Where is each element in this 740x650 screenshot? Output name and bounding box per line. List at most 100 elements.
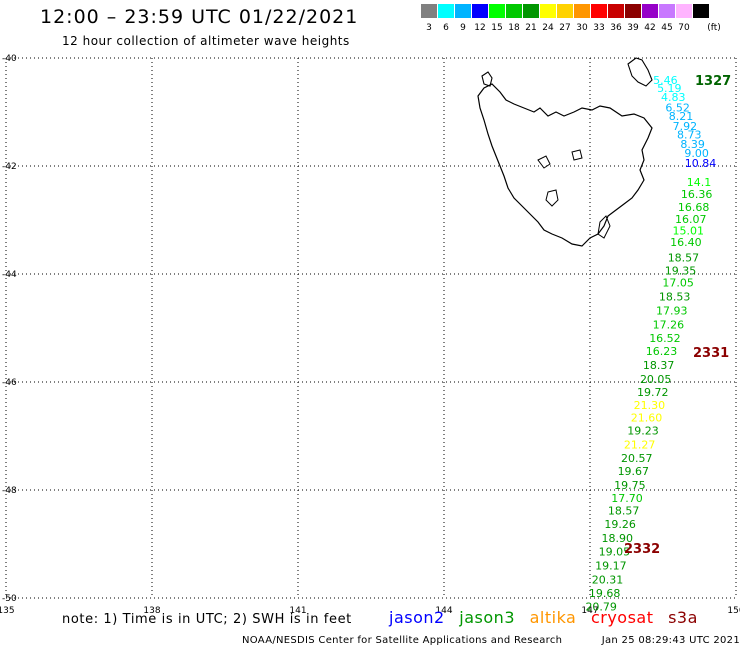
wave-height-value: 17.93: [656, 305, 688, 318]
lake-outline-2: [571, 149, 583, 161]
color-scale-label: 15: [491, 23, 503, 33]
color-swatch: [693, 4, 709, 18]
wave-height-value: 20.05: [640, 373, 672, 386]
color-swatch: [506, 4, 522, 18]
color-scale-label: 42: [644, 23, 656, 33]
wave-height-value: 19.35: [665, 265, 697, 278]
wave-height-value: 7.92: [673, 120, 698, 133]
legend-jason2: jason2: [389, 608, 445, 627]
wave-height-value: 19.72: [637, 386, 669, 399]
wave-height-value: 16.07: [675, 213, 707, 226]
color-scale-label: 21: [525, 23, 537, 33]
wave-height-value: 8.39: [680, 138, 705, 151]
track-label-1327: 1327: [695, 74, 731, 89]
longitude-label: 141: [289, 606, 306, 616]
color-swatch: [659, 4, 675, 18]
chart-subtitle: 12 hour collection of altimeter wave hei…: [62, 34, 350, 48]
wave-height-value: 20.31: [592, 573, 624, 586]
latitude-label: -42: [2, 162, 17, 172]
wave-height-value: 18.57: [608, 504, 640, 517]
color-scale-label: 24: [542, 23, 554, 33]
wave-height-value: 4.83: [661, 91, 686, 104]
color-swatch: [625, 4, 641, 18]
wave-height-value: 19.26: [604, 518, 636, 531]
wave-height-value: 19.17: [595, 559, 627, 572]
wave-height-value: 17.70: [611, 492, 643, 505]
wave-height-value: 8.73: [677, 128, 702, 141]
longitude-label: 147: [581, 606, 598, 616]
latitude-label: -46: [2, 378, 17, 388]
wave-height-value: 21.27: [624, 438, 656, 451]
note-text: note: 1) Time is in UTC; 2) SWH is in fe…: [62, 612, 352, 627]
satellite-legend: jason2 jason3 altika cryosat s3a: [389, 608, 707, 627]
color-swatch: [574, 4, 590, 18]
legend-jason3: jason3: [459, 608, 515, 627]
wave-height-value: 17.05: [662, 276, 694, 289]
footer-timestamp: Jan 25 08:29:43 UTC 2021: [601, 635, 740, 646]
legend-cryosat: cryosat: [590, 608, 654, 627]
lake-outline-3: [545, 189, 559, 207]
footer: NOAA/NESDIS Center for Satellite Applica…: [242, 635, 740, 646]
footer-credit: NOAA/NESDIS Center for Satellite Applica…: [242, 635, 563, 646]
legend-s3a: s3a: [668, 608, 698, 627]
wave-height-value: 10.84: [685, 157, 717, 170]
color-scale-label: 27: [559, 23, 571, 33]
wave-height-value: 21.60: [631, 411, 663, 424]
wave-height-value: 18.53: [659, 290, 691, 303]
wave-height-value: 19.75: [614, 479, 646, 492]
track-label-2332: 2332: [624, 542, 660, 557]
flinders-island: [627, 57, 653, 87]
wave-height-value: 16.52: [649, 332, 681, 345]
wave-height-value: 18.37: [643, 359, 675, 372]
color-swatch: [523, 4, 539, 18]
wave-height-value: 19.67: [618, 465, 650, 478]
color-swatch: [540, 4, 556, 18]
wave-height-value: 16.40: [670, 236, 702, 249]
color-swatch: [608, 4, 624, 18]
color-scale-label: 30: [576, 23, 588, 33]
wave-height-value: 9.00: [684, 147, 709, 160]
wave-height-value: 16.36: [681, 188, 713, 201]
wave-height-value: 18.57: [668, 252, 700, 265]
wave-height-value: 18.90: [602, 532, 634, 545]
longitude-label: 144: [435, 606, 452, 616]
wave-height-value: 16.68: [678, 201, 710, 214]
color-swatch: [455, 4, 471, 18]
color-scale-label: 12: [474, 23, 486, 33]
wave-height-value: 5.19: [657, 82, 682, 95]
king-island: [481, 71, 493, 87]
wave-height-value: 8.21: [669, 110, 694, 123]
unit-label: (ft): [707, 23, 721, 33]
wave-height-value: 6.52: [665, 101, 690, 114]
wave-height-value: 17.26: [653, 319, 685, 332]
wave-height-value: 21.30: [634, 399, 666, 412]
color-scale-label: 70: [678, 23, 690, 33]
color-swatch: [642, 4, 658, 18]
latitude-label: -40: [2, 54, 17, 64]
latitude-label: -48: [2, 486, 17, 496]
wave-height-value: 19.23: [627, 424, 659, 437]
wave-height-value: 5.46: [653, 74, 678, 87]
wave-height-value: 16.23: [646, 345, 678, 358]
longitude-label: 135: [0, 606, 15, 616]
color-scale-label: 18: [508, 23, 520, 33]
longitude-label: 150: [727, 606, 740, 616]
track-label-2331: 2331: [693, 346, 729, 361]
wave-height-value: 20.57: [621, 452, 653, 465]
tasmania-main-coast: [477, 83, 653, 247]
color-swatch: [438, 4, 454, 18]
wave-height-value: 19.68: [589, 587, 621, 600]
longitude-label: 138: [143, 606, 160, 616]
color-scale-label: 39: [627, 23, 639, 33]
chart-title: 12:00 – 23:59 UTC 01/22/2021: [40, 6, 359, 28]
color-swatch: [676, 4, 692, 18]
color-scale-label: 45: [661, 23, 673, 33]
wave-height-value: 19.05: [599, 545, 631, 558]
legend-altika: altika: [529, 608, 577, 627]
color-scale-label: 9: [460, 23, 466, 33]
color-swatch: [591, 4, 607, 18]
latitude-label: -44: [2, 270, 17, 280]
color-swatch: [472, 4, 488, 18]
color-scale-label: 6: [443, 23, 449, 33]
